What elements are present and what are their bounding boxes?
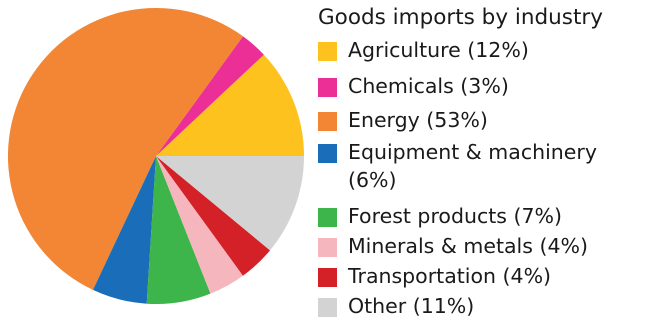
pie-slice-chemicals: [156, 36, 264, 156]
legend-swatch-chemicals: [318, 78, 337, 97]
legend-swatch-other: [318, 298, 337, 317]
legend-label-transportation: Transportation (4%): [348, 264, 552, 288]
legend-swatch-transportation: [318, 268, 337, 287]
legend-label-other: Other (11%): [348, 294, 475, 318]
pie-slice-equipment-machinery: [92, 156, 156, 304]
pie-slice-transportation: [156, 156, 271, 276]
chart-title: Goods imports by industry: [318, 5, 603, 30]
legend-label-equipment-machinery: Equipment & machinery: [348, 140, 597, 164]
legend-label-energy: Energy (53%): [348, 108, 488, 132]
pie-slice-energy: [7, 7, 243, 290]
pie-chart: [7, 7, 304, 305]
legend-swatch-agriculture: [318, 42, 337, 61]
pie-slice-agriculture: [156, 54, 304, 156]
legend-label-agriculture: Agriculture (12%): [348, 38, 529, 62]
legend-label-chemicals: Chemicals (3%): [348, 74, 509, 98]
legend-swatch-energy: [318, 112, 337, 131]
legend-label-equipment-machinery-percent: (6%): [348, 168, 397, 192]
legend-label-forest-products: Forest products (7%): [348, 204, 562, 228]
legend-swatch-forest-products: [318, 208, 337, 227]
legend-swatch-minerals-metals: [318, 238, 337, 257]
pie-slice-forest-products: [146, 156, 211, 305]
pie-slice-other: [156, 156, 304, 251]
pie-slice-minerals-metals: [156, 156, 243, 294]
legend-swatch-equipment-machinery: [318, 144, 337, 163]
legend-label-minerals-metals: Minerals & metals (4%): [348, 234, 588, 258]
